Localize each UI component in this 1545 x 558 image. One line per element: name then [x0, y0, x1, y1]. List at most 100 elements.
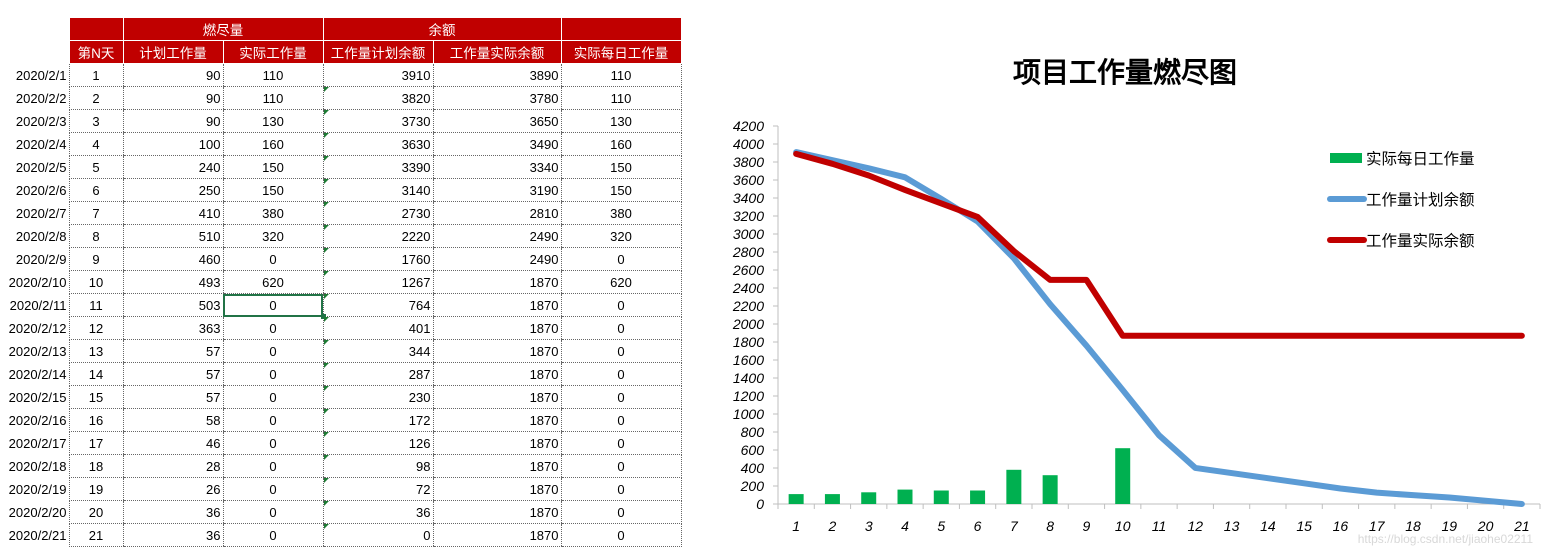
header-cell-blank[interactable] — [560, 17, 682, 41]
cell-planned-work[interactable]: 57 — [122, 385, 223, 409]
cell-planned-remaining[interactable]: 36 — [322, 500, 433, 524]
cell-date[interactable]: 2020/2/14 — [8, 366, 67, 382]
cell-date[interactable]: 2020/2/3 — [15, 113, 67, 129]
cell-date[interactable]: 2020/2/2 — [15, 90, 67, 106]
cell-actual-remaining[interactable]: 1870 — [432, 270, 561, 294]
cell-actual-daily[interactable]: 130 — [560, 109, 682, 133]
header-actual-remaining[interactable]: 工作量实际余额 — [432, 40, 562, 64]
cell-day[interactable]: 7 — [68, 201, 123, 225]
cell-day[interactable]: 11 — [68, 293, 123, 317]
cell-actual-daily[interactable]: 0 — [560, 316, 682, 340]
cell-date[interactable]: 2020/2/4 — [15, 136, 67, 152]
cell-date[interactable]: 2020/2/7 — [15, 205, 67, 221]
cell-planned-work[interactable]: 410 — [122, 201, 223, 225]
cell-actual-work[interactable]: 0 — [222, 523, 323, 547]
cell-actual-work[interactable]: 110 — [222, 86, 323, 110]
cell-planned-remaining[interactable]: 230 — [322, 385, 433, 409]
header-actual-work[interactable]: 实际工作量 — [222, 40, 324, 64]
cell-date[interactable]: 2020/2/16 — [8, 412, 67, 428]
cell-actual-remaining[interactable]: 1870 — [432, 477, 561, 501]
cell-actual-work[interactable]: 160 — [222, 132, 323, 156]
cell-actual-work[interactable]: 0 — [222, 477, 323, 501]
cell-actual-remaining[interactable]: 1870 — [432, 362, 561, 386]
group-header-burn[interactable]: 燃尽量 — [122, 17, 324, 41]
header-planned-work[interactable]: 计划工作量 — [122, 40, 224, 64]
cell-actual-daily[interactable]: 0 — [560, 500, 682, 524]
cell-planned-work[interactable]: 503 — [122, 293, 223, 317]
cell-actual-remaining[interactable]: 2490 — [432, 224, 561, 248]
cell-date[interactable]: 2020/2/17 — [8, 435, 67, 451]
cell-date[interactable]: 2020/2/13 — [8, 343, 67, 359]
cell-planned-remaining[interactable]: 0 — [322, 523, 433, 547]
cell-day[interactable]: 4 — [68, 132, 123, 156]
cell-day[interactable]: 18 — [68, 454, 123, 478]
cell-actual-work[interactable]: 150 — [222, 178, 323, 202]
cell-planned-work[interactable]: 90 — [122, 86, 223, 110]
cell-planned-remaining[interactable]: 3630 — [322, 132, 433, 156]
cell-actual-work[interactable]: 0 — [222, 293, 326, 319]
cell-day[interactable]: 6 — [68, 178, 123, 202]
cell-day[interactable]: 1 — [68, 63, 123, 87]
cell-planned-work[interactable]: 46 — [122, 431, 223, 455]
cell-day[interactable]: 17 — [68, 431, 123, 455]
cell-actual-remaining[interactable]: 1870 — [432, 385, 561, 409]
cell-actual-work[interactable]: 0 — [222, 454, 323, 478]
cell-planned-remaining[interactable]: 287 — [322, 362, 433, 386]
cell-date[interactable]: 2020/2/20 — [8, 504, 67, 520]
cell-day[interactable]: 2 — [68, 86, 123, 110]
cell-planned-work[interactable]: 36 — [122, 523, 223, 547]
cell-date[interactable]: 2020/2/15 — [8, 389, 67, 405]
cell-actual-daily[interactable]: 110 — [560, 63, 682, 87]
cell-actual-work[interactable]: 0 — [222, 500, 323, 524]
cell-planned-remaining[interactable]: 3390 — [322, 155, 433, 179]
group-header-remaining[interactable]: 余额 — [322, 17, 562, 41]
cell-planned-work[interactable]: 36 — [122, 500, 223, 524]
cell-planned-remaining[interactable]: 344 — [322, 339, 433, 363]
cell-date[interactable]: 2020/2/5 — [15, 159, 67, 175]
cell-date[interactable]: 2020/2/10 — [8, 274, 67, 290]
cell-actual-daily[interactable]: 0 — [560, 385, 682, 409]
header-day[interactable]: 第N天 — [68, 40, 124, 64]
header-actual-daily[interactable]: 实际每日工作量 — [560, 40, 682, 64]
cell-actual-daily[interactable]: 0 — [560, 362, 682, 386]
cell-day[interactable]: 8 — [68, 224, 123, 248]
cell-actual-daily[interactable]: 160 — [560, 132, 682, 156]
cell-actual-daily[interactable]: 110 — [560, 86, 682, 110]
cell-day[interactable]: 20 — [68, 500, 123, 524]
cell-planned-work[interactable]: 58 — [122, 408, 223, 432]
cell-date[interactable]: 2020/2/18 — [8, 458, 67, 474]
header-cell-blank[interactable] — [68, 17, 124, 41]
cell-planned-work[interactable]: 100 — [122, 132, 223, 156]
cell-actual-daily[interactable]: 0 — [560, 523, 682, 547]
cell-day[interactable]: 12 — [68, 316, 123, 340]
cell-date[interactable]: 2020/2/6 — [15, 182, 67, 198]
cell-actual-work[interactable]: 0 — [222, 385, 323, 409]
cell-actual-remaining[interactable]: 1870 — [432, 339, 561, 363]
cell-actual-daily[interactable]: 0 — [560, 431, 682, 455]
cell-planned-remaining[interactable]: 401 — [322, 316, 433, 340]
cell-planned-remaining[interactable]: 3820 — [322, 86, 433, 110]
cell-planned-work[interactable]: 240 — [122, 155, 223, 179]
cell-day[interactable]: 13 — [68, 339, 123, 363]
cell-planned-work[interactable]: 493 — [122, 270, 223, 294]
cell-planned-remaining[interactable]: 72 — [322, 477, 433, 501]
cell-actual-daily[interactable]: 0 — [560, 408, 682, 432]
cell-day[interactable]: 14 — [68, 362, 123, 386]
cell-actual-remaining[interactable]: 1870 — [432, 316, 561, 340]
cell-planned-remaining[interactable]: 126 — [322, 431, 433, 455]
cell-actual-remaining[interactable]: 3340 — [432, 155, 561, 179]
cell-planned-work[interactable]: 250 — [122, 178, 223, 202]
cell-day[interactable]: 19 — [68, 477, 123, 501]
cell-planned-remaining[interactable]: 3140 — [322, 178, 433, 202]
cell-date[interactable]: 2020/2/19 — [8, 481, 67, 497]
cell-planned-remaining[interactable]: 3910 — [322, 63, 433, 87]
cell-actual-daily[interactable]: 0 — [560, 247, 682, 271]
cell-planned-remaining[interactable]: 2220 — [322, 224, 433, 248]
cell-actual-remaining[interactable]: 3890 — [432, 63, 561, 87]
cell-day[interactable]: 10 — [68, 270, 123, 294]
cell-planned-work[interactable]: 28 — [122, 454, 223, 478]
cell-actual-work[interactable]: 0 — [222, 316, 323, 340]
cell-planned-work[interactable]: 90 — [122, 63, 223, 87]
cell-date[interactable]: 2020/2/21 — [8, 527, 67, 543]
cell-actual-daily[interactable]: 620 — [560, 270, 682, 294]
